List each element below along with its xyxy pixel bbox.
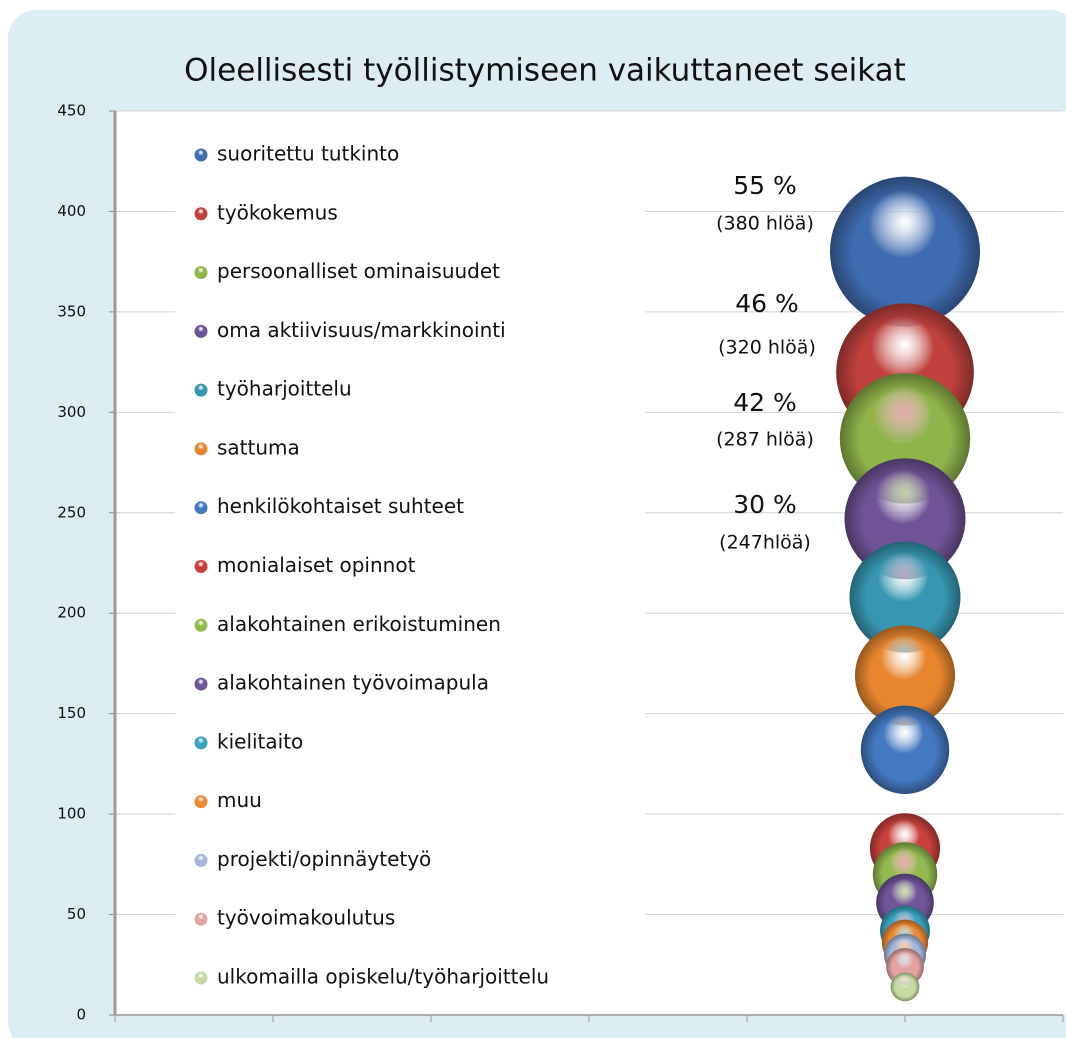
annotation-count: (287 hlöä) bbox=[716, 429, 814, 451]
y-tick-label: 250 bbox=[57, 503, 86, 521]
legend-marker bbox=[194, 912, 208, 926]
legend-label: monialaiset opinnot bbox=[217, 553, 416, 577]
y-tick-label: 100 bbox=[57, 805, 86, 823]
y-tick-label: 150 bbox=[57, 704, 86, 722]
legend-label: projekti/opinnäytetyö bbox=[217, 847, 431, 871]
legend-marker bbox=[194, 383, 208, 397]
legend-label: suoritettu tutkinto bbox=[217, 142, 399, 166]
legend-label: alakohtainen erikoistuminen bbox=[217, 612, 501, 636]
annotation-percent: 30 % bbox=[733, 490, 797, 519]
legend-marker bbox=[194, 266, 208, 280]
legend-label: ulkomailla opiskelu/työharjoittelu bbox=[217, 965, 549, 989]
legend-marker bbox=[194, 501, 208, 515]
legend-label: työharjoittelu bbox=[217, 377, 352, 401]
legend-marker bbox=[194, 853, 208, 867]
y-tick-label: 50 bbox=[67, 905, 86, 923]
y-tick-label: 400 bbox=[57, 202, 86, 220]
legend-marker bbox=[194, 736, 208, 750]
legend-label: muu bbox=[217, 788, 262, 812]
legend-label: työkokemus bbox=[217, 200, 338, 224]
legend-background bbox=[175, 127, 645, 1006]
legend-marker bbox=[194, 971, 208, 985]
annotation-percent: 46 % bbox=[735, 289, 799, 318]
legend-marker bbox=[194, 442, 208, 456]
bubble-shade bbox=[890, 972, 920, 1002]
bubble-shade bbox=[844, 458, 966, 580]
y-tick-label: 350 bbox=[57, 302, 86, 320]
legend-label: kielitaito bbox=[217, 729, 303, 753]
annotation-count: (380 hlöä) bbox=[716, 213, 814, 235]
annotation-count: (247hlöä) bbox=[719, 532, 811, 554]
y-tick-label: 200 bbox=[57, 604, 86, 622]
legend-marker bbox=[194, 677, 208, 691]
annotation-percent: 55 % bbox=[733, 171, 797, 200]
bubble-shade bbox=[860, 705, 950, 795]
legend-label: henkilökohtaiset suhteet bbox=[217, 494, 464, 518]
bubble-shade bbox=[849, 541, 961, 653]
bubble-shade bbox=[854, 625, 956, 726]
legend-marker bbox=[194, 795, 208, 809]
annotation-percent: 42 % bbox=[733, 388, 797, 417]
legend-marker bbox=[194, 560, 208, 573]
chart-title: Oleellisesti työllistymiseen vaikuttanee… bbox=[184, 53, 906, 89]
legend-marker bbox=[194, 207, 208, 221]
y-tick-label: 450 bbox=[57, 102, 86, 120]
legend-label: alakohtainen työvoimapula bbox=[217, 671, 489, 695]
legend-label: persoonalliset ominaisuudet bbox=[217, 259, 500, 283]
y-tick-label: 0 bbox=[76, 1006, 86, 1024]
annotation-count: (320 hlöä) bbox=[718, 337, 816, 359]
legend-marker bbox=[194, 618, 208, 632]
y-tick-label: 300 bbox=[57, 403, 86, 421]
legend-marker bbox=[194, 324, 208, 338]
legend-label: työvoimakoulutus bbox=[217, 906, 395, 930]
legend-marker bbox=[194, 148, 208, 162]
legend-label: sattuma bbox=[217, 435, 300, 459]
bubble-shade bbox=[830, 176, 980, 327]
legend-label: oma aktiivisuus/markkinointi bbox=[217, 318, 506, 342]
